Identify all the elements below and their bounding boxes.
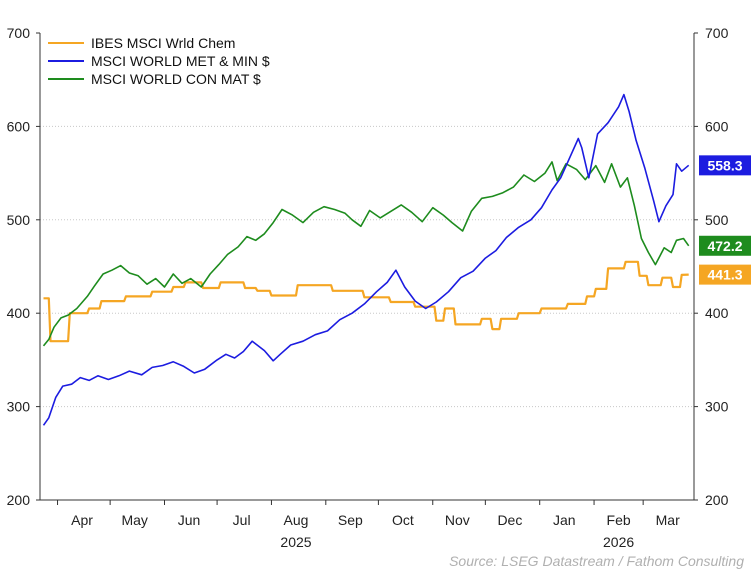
badge-value: 441.3 bbox=[707, 267, 742, 283]
x-tick-label: Aug bbox=[284, 512, 309, 528]
y-tick-label-right: 300 bbox=[705, 399, 729, 415]
x-tick-label: Jun bbox=[178, 512, 201, 528]
series-line-1 bbox=[43, 260, 689, 343]
x-tick-label: Sep bbox=[338, 512, 363, 528]
x-tick-label: May bbox=[121, 512, 147, 528]
y-tick-label-right: 400 bbox=[705, 305, 729, 321]
badge-background bbox=[699, 264, 751, 285]
y-tick-label-right: 200 bbox=[705, 492, 729, 508]
axes: 200 200 300 300 400 400 500 500 600 600 700 700 Apr M… bbox=[7, 25, 729, 550]
series-line-2 bbox=[42, 93, 690, 426]
y-tick-label-left: 500 bbox=[7, 212, 31, 228]
last-value-badge-2: 558.3 bbox=[699, 155, 751, 176]
badge-value: 472.2 bbox=[707, 238, 742, 254]
badge-background bbox=[699, 155, 751, 176]
last-value-badges: 441.3 558.3 472.2 bbox=[699, 155, 751, 285]
badge-background bbox=[699, 235, 751, 256]
legend-item-2: MSCI WORLD MET & MIN $ bbox=[48, 53, 270, 69]
series-line-3 bbox=[42, 161, 690, 347]
legend-item-3: MSCI WORLD CON MAT $ bbox=[48, 71, 261, 87]
y-tick-label-left: 300 bbox=[7, 399, 31, 415]
x-tick-label: Nov bbox=[445, 512, 470, 528]
last-value-badge-1: 441.3 bbox=[699, 264, 751, 285]
x-tick-label: Apr bbox=[71, 512, 93, 528]
x-tick-label: Dec bbox=[497, 512, 522, 528]
x-tick-label: Feb bbox=[607, 512, 631, 528]
grid-lines bbox=[40, 125, 694, 408]
legend-item-1: IBES MSCI Wrld Chem bbox=[48, 35, 235, 51]
x-tick-label: Jan bbox=[553, 512, 576, 528]
legend-label: IBES MSCI Wrld Chem bbox=[91, 35, 235, 51]
last-value-badge-3: 472.2 bbox=[699, 235, 751, 256]
y-tick-label-right: 600 bbox=[705, 118, 729, 134]
x-tick-label: Mar bbox=[656, 512, 680, 528]
series-layer bbox=[42, 93, 690, 426]
x-year-label: 2026 bbox=[603, 534, 634, 550]
badge-value: 558.3 bbox=[707, 157, 742, 173]
source-note: Source: LSEG Datastream / Fathom Consult… bbox=[449, 553, 744, 569]
x-tick-label: Oct bbox=[392, 512, 414, 528]
y-tick-label-left: 600 bbox=[7, 118, 31, 134]
y-tick-label-left: 700 bbox=[7, 25, 31, 41]
legend: IBES MSCI Wrld Chem MSCI WORLD MET & MIN … bbox=[48, 35, 270, 87]
y-tick-label-right: 700 bbox=[705, 25, 729, 41]
legend-label: MSCI WORLD CON MAT $ bbox=[91, 71, 261, 87]
x-tick-label: Jul bbox=[233, 512, 251, 528]
x-year-label: 2025 bbox=[280, 534, 311, 550]
y-tick-label-right: 500 bbox=[705, 212, 729, 228]
y-tick-label-left: 400 bbox=[7, 305, 31, 321]
legend-label: MSCI WORLD MET & MIN $ bbox=[91, 53, 270, 69]
y-tick-label-left: 200 bbox=[7, 492, 31, 508]
